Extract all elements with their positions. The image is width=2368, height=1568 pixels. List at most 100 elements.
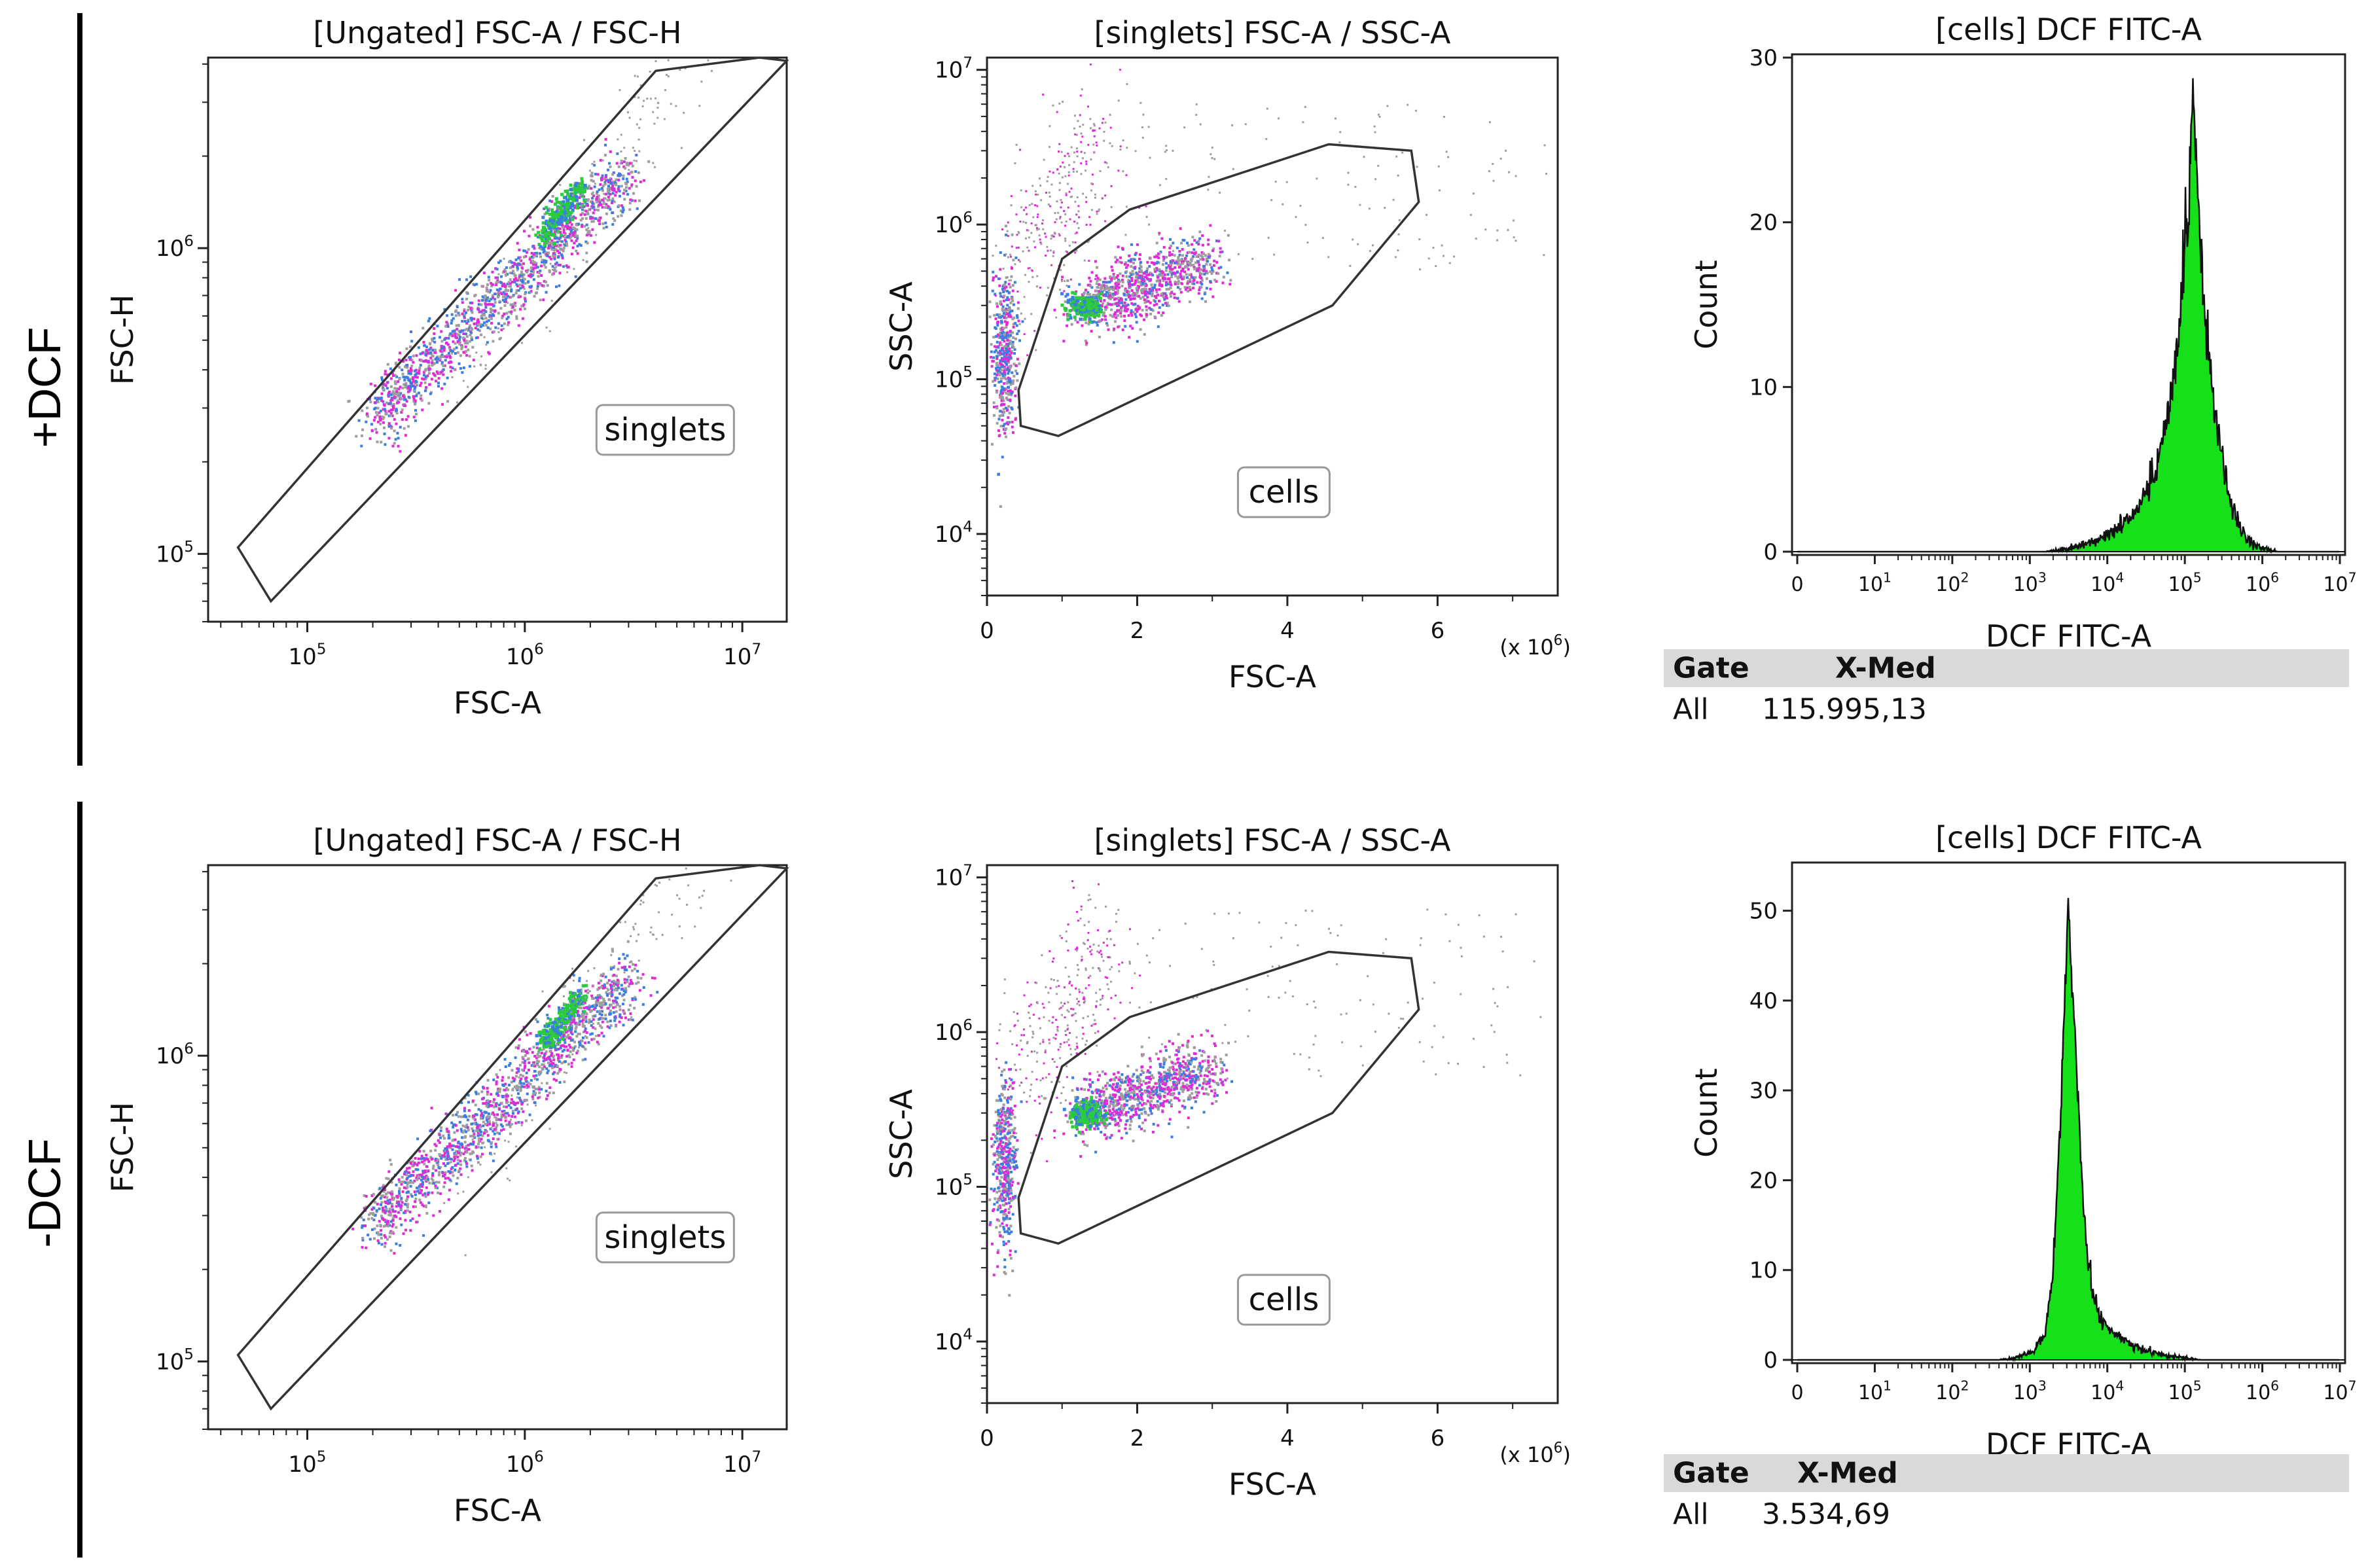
event-dot [514, 291, 518, 294]
event-dot [1147, 126, 1150, 128]
event-dot [1202, 264, 1206, 268]
event-dot [528, 274, 531, 277]
event-dot [1085, 163, 1088, 166]
event-dot [1228, 258, 1231, 262]
event-dot [446, 322, 449, 325]
event-dot [465, 1165, 469, 1168]
event-dot [1087, 143, 1090, 146]
event-dot [398, 1192, 401, 1195]
event-dot [486, 296, 490, 299]
event-dot [1075, 213, 1078, 216]
event-dot [399, 450, 402, 453]
event-dot [1120, 315, 1123, 318]
event-dot [1063, 306, 1067, 310]
event-dot [539, 269, 542, 272]
event-dot [592, 205, 596, 209]
event-dot [1103, 306, 1107, 309]
event-dot [393, 387, 397, 390]
event-dot [1178, 250, 1181, 253]
x-axis-label: FSC-A [1229, 659, 1317, 694]
event-dot [486, 1090, 490, 1094]
event-dot [531, 1051, 534, 1054]
event-dot [1119, 272, 1122, 276]
event-dot [395, 1242, 398, 1245]
event-dot [1435, 265, 1437, 268]
event-dot [510, 272, 513, 275]
event-dot [626, 180, 629, 183]
event-dot [457, 334, 461, 337]
event-dot [1005, 353, 1008, 356]
event-dot [516, 269, 519, 272]
event-dot [435, 370, 439, 374]
event-dot [420, 359, 423, 363]
event-dot [1115, 302, 1118, 305]
event-dot [385, 412, 388, 416]
event-dot [1207, 243, 1210, 246]
event-dot [1001, 365, 1004, 368]
event-dot [1488, 170, 1490, 173]
event-dot [468, 324, 471, 327]
event-dot [1040, 243, 1043, 245]
event-dot [1000, 363, 1003, 366]
event-dot [435, 361, 439, 364]
event-dot [637, 138, 640, 141]
event-dot [1050, 238, 1052, 240]
event-dot [1209, 224, 1212, 227]
event-dot [440, 361, 444, 364]
event-dot [395, 412, 399, 415]
event-dot [1072, 170, 1075, 173]
event-dot [999, 302, 1001, 305]
event-dot [607, 206, 610, 209]
event-dot [1088, 260, 1090, 262]
event-dot [537, 275, 540, 278]
event-dot [1111, 269, 1114, 272]
event-dot [598, 1012, 601, 1016]
event-dot [532, 278, 535, 281]
event-dot [553, 233, 556, 236]
event-dot [622, 208, 625, 211]
event-dot [619, 89, 621, 92]
event-dot [558, 251, 561, 255]
event-dot [1034, 246, 1037, 249]
event-dot [1395, 155, 1398, 158]
event-dot [558, 284, 561, 287]
event-dot [482, 312, 486, 315]
event-dot [1151, 286, 1155, 289]
event-dot [553, 266, 556, 270]
event-dot [628, 169, 630, 171]
event-dot [404, 434, 407, 437]
x-multiplier-label: (x 106) [1499, 633, 1571, 660]
event-dot [1096, 277, 1100, 280]
event-dot [588, 198, 590, 201]
event-dot [427, 361, 430, 364]
event-dot [492, 1078, 495, 1082]
event-dot [396, 431, 399, 435]
event-dot [484, 306, 488, 309]
event-dot [522, 262, 525, 265]
event-dot [526, 270, 529, 274]
event-dot [1114, 291, 1117, 294]
event-dot [548, 199, 552, 202]
event-dot [472, 1143, 475, 1146]
event-dot [1136, 310, 1139, 313]
event-dot [607, 187, 610, 190]
event-dot [380, 1201, 384, 1204]
event-dot [442, 368, 445, 371]
event-dot [482, 298, 486, 302]
event-dot [550, 300, 553, 302]
event-dot [439, 357, 442, 360]
y-tick-label: 107 [935, 54, 973, 83]
event-dot [994, 376, 997, 380]
event-dot [442, 347, 446, 350]
event-dot [1192, 279, 1195, 283]
event-dot [548, 269, 551, 272]
event-dot [372, 419, 376, 422]
event-dot [609, 1012, 613, 1016]
event-dot [590, 1038, 594, 1041]
event-dot [452, 317, 455, 320]
event-dot [1064, 224, 1066, 227]
event-dot [1394, 256, 1397, 258]
event-dot [519, 274, 522, 277]
event-dot [468, 327, 471, 330]
event-dot [500, 293, 503, 296]
